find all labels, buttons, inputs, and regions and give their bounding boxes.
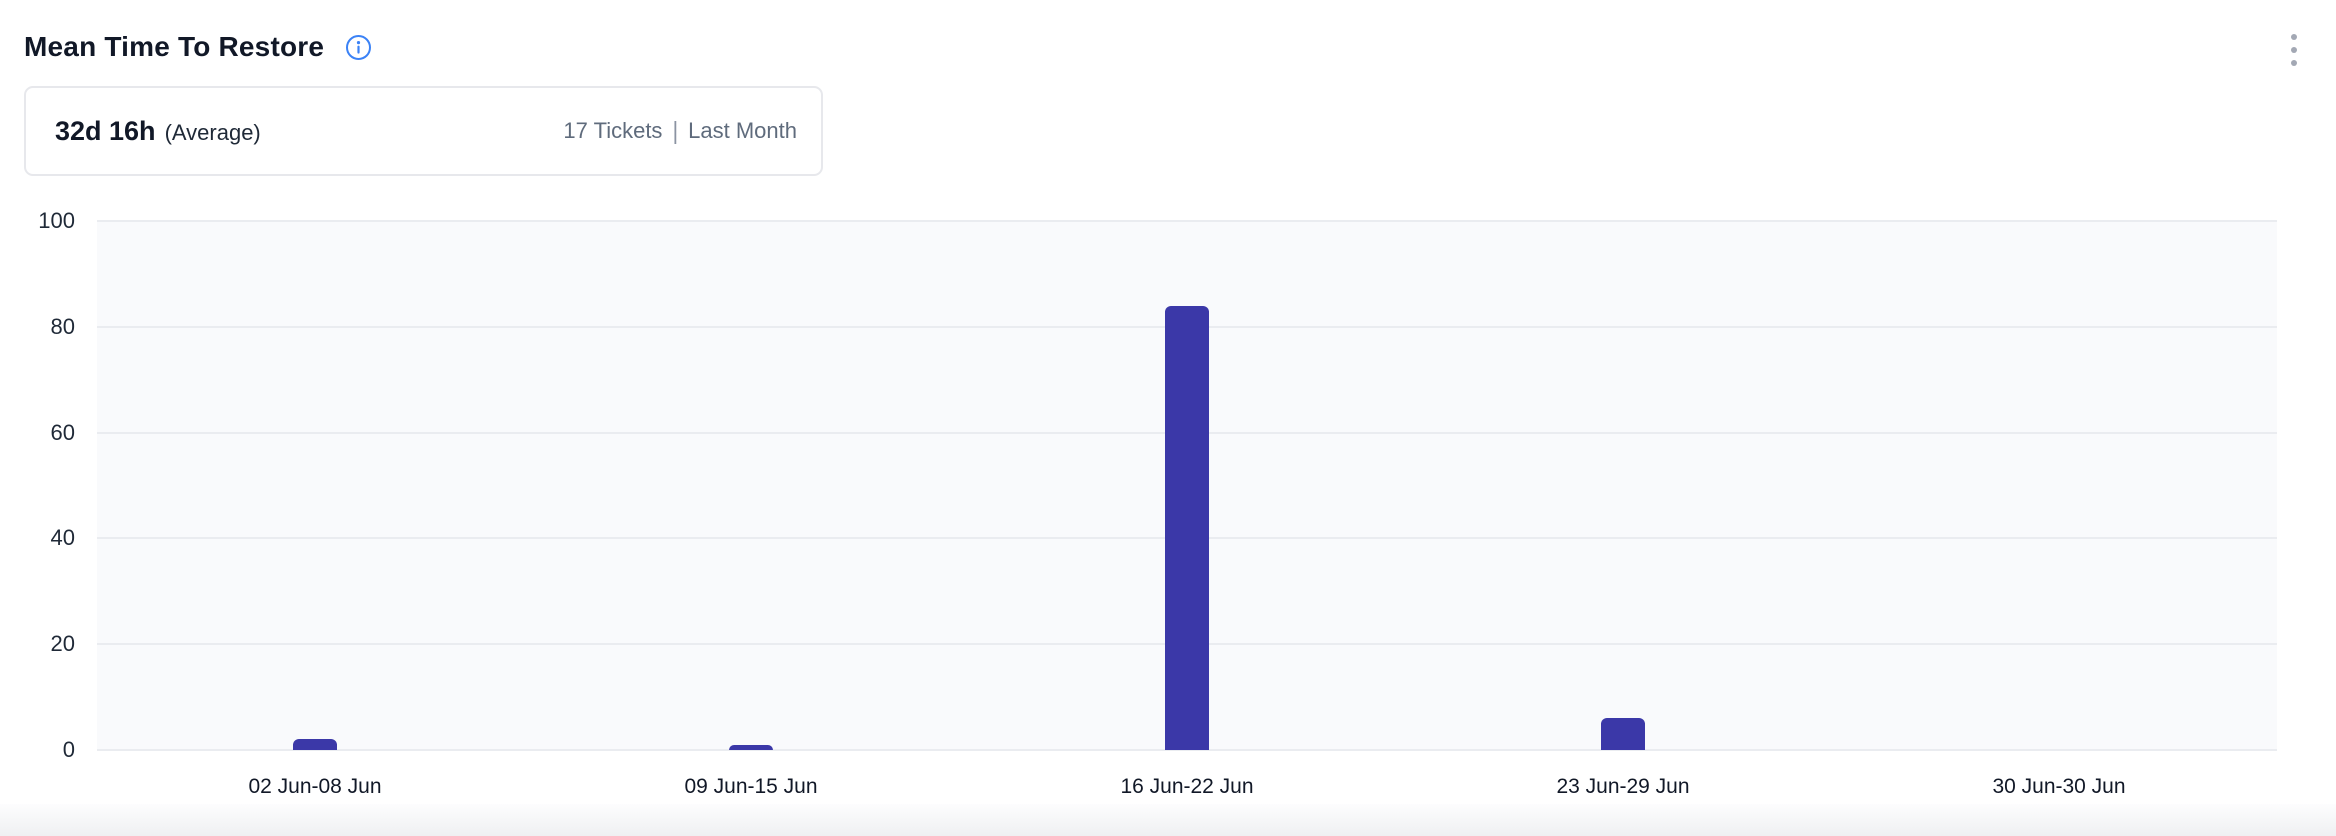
kebab-menu-icon[interactable] [2278, 30, 2310, 70]
summary-card: 32d 16h (Average) 17 Tickets | Last Mont… [24, 86, 823, 176]
bar-09-jun-15-jun[interactable] [729, 744, 773, 750]
average-label: (Average) [164, 119, 261, 145]
y-axis-tick-label: 0 [62, 737, 75, 762]
bar-16-jun-22-jun[interactable] [1165, 305, 1209, 750]
bottom-edge [0, 804, 2336, 836]
average-value: 32d 16h [55, 115, 156, 146]
y-axis-tick-label: 100 [38, 208, 75, 233]
kebab-dot [2291, 60, 2297, 66]
y-axis-tick-label: 40 [50, 525, 75, 551]
kebab-dot [2291, 34, 2297, 40]
bar-23-jun-29-jun[interactable] [1601, 718, 1645, 750]
x-axis-category-label: 02 Jun-08 Jun [248, 775, 382, 798]
meta-separator: | [672, 116, 679, 145]
plot-area [97, 220, 2277, 751]
kebab-dot [2291, 47, 2297, 53]
period-label: Last Month [688, 118, 797, 143]
y-axis-tick-label: 20 [50, 631, 75, 657]
gridline [97, 220, 2277, 222]
info-icon-glyph [346, 35, 371, 60]
tickets-count: 17 Tickets [563, 118, 663, 143]
info-icon[interactable] [345, 34, 372, 61]
page-title: Mean Time To Restore [24, 31, 325, 62]
bar-02-jun-08-jun[interactable] [293, 739, 337, 750]
summary-meta: 17 Tickets | Last Month [563, 116, 797, 145]
x-axis-category-label: 30 Jun-30 Jun [1992, 775, 2126, 798]
summary-average: 32d 16h (Average) [55, 116, 261, 147]
y-axis-tick-label: 80 [50, 313, 75, 339]
x-axis-category-label: 23 Jun-29 Jun [1556, 775, 1690, 798]
x-axis-category-label: 16 Jun-22 Jun [1120, 775, 1254, 798]
y-axis-tick-label: 60 [50, 419, 75, 445]
x-axis-category-label: 09 Jun-15 Jun [684, 775, 818, 798]
